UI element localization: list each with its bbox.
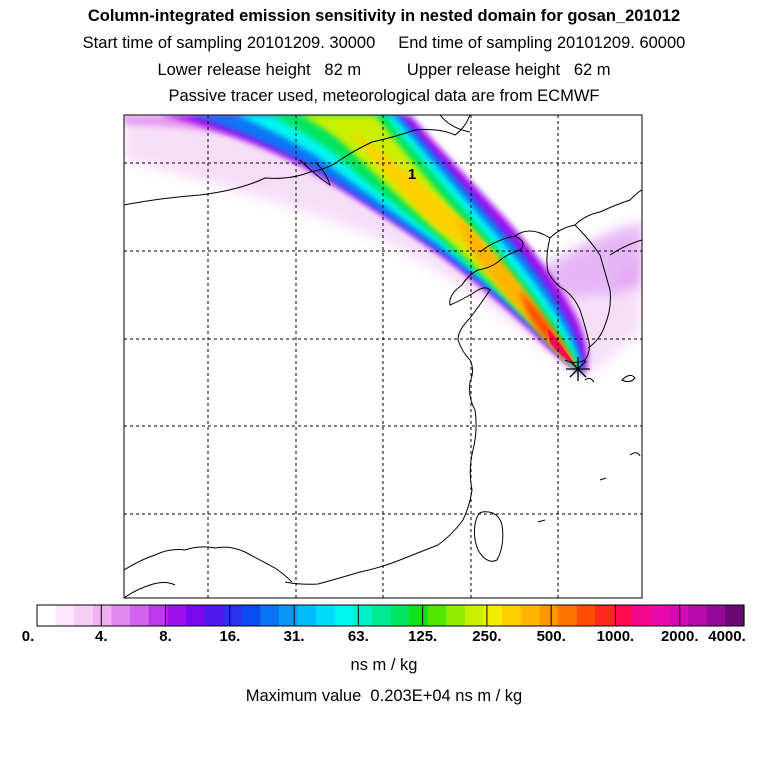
colorbar-tick-label: 250. [472, 628, 502, 645]
colorbar-cell [427, 605, 447, 626]
colorbar-tick-label: 16. [219, 628, 241, 645]
map-frame [123, 114, 643, 599]
colorbar-tick-label: 2000. [660, 628, 699, 645]
colorbar-cell [706, 605, 726, 626]
colorbar-cell [148, 605, 168, 626]
colorbar-cell [185, 605, 206, 626]
colorbar-cell [74, 605, 94, 626]
colorbar-cell [111, 605, 131, 626]
tracer-info-line: Passive tracer used, meteorological data… [168, 87, 600, 105]
colorbar-cell [241, 605, 261, 626]
colorbar-cell [278, 605, 299, 626]
colorbar-cell [576, 605, 596, 626]
colorbar-cell [297, 605, 317, 626]
colorbar-tick-label: 0. [21, 628, 35, 645]
colorbar-frame [36, 604, 745, 627]
colorbar-cell [595, 605, 615, 626]
maximum-value-line: Maximum value 0.203E+04 ns m / kg [245, 687, 523, 705]
colorbar-cell [167, 605, 187, 626]
colorbar-cell [260, 605, 280, 626]
colorbar-cell [557, 605, 578, 626]
colorbar-cell [204, 605, 224, 626]
colorbar-cell [223, 605, 243, 626]
receptor-star-marker-icon [566, 357, 590, 381]
colorbar-tick-label: 31. [283, 628, 305, 645]
colorbar-dividers [100, 605, 681, 626]
colorbar-cell [669, 605, 689, 626]
colorbar-cell [37, 605, 57, 626]
colorbar-cell [483, 605, 503, 626]
colorbar-cell [502, 605, 522, 626]
colorbar-cell [130, 605, 150, 626]
coastlines [124, 115, 642, 598]
colorbar-tick-label: 63. [347, 628, 369, 645]
colorbar-cell [316, 605, 336, 626]
colorbar-tick-label: 500. [536, 628, 566, 645]
colorbar-cell [688, 605, 708, 626]
colorbar [37, 605, 745, 626]
colorbar-cell [390, 605, 410, 626]
colorbar-cell [55, 605, 75, 626]
colorbar-cell [353, 605, 373, 626]
colorbar-unit: ns m / kg [350, 656, 418, 674]
colorbar-tick-label: 1000. [596, 628, 635, 645]
lat-lon-grid [124, 115, 642, 598]
colorbar-tick-label: 8. [159, 628, 172, 645]
colorbar-cell [92, 605, 113, 626]
colorbar-cell [446, 605, 466, 626]
sampling-times-line: Start time of sampling 20101209. 30000 E… [82, 34, 686, 52]
colorbar-cell [520, 605, 540, 626]
colorbar-cell [371, 605, 392, 626]
colorbar-cell [650, 605, 671, 626]
release-heights-line: Lower release height 82 m Upper release … [157, 61, 611, 79]
plot-title: Column-integrated emission sensitivity i… [87, 7, 681, 25]
colorbar-tick-label: 125. [408, 628, 438, 645]
plume-field [124, 115, 642, 378]
colorbar-tick-label: 4. [95, 628, 108, 645]
colorbar-tick-label: 4000. [708, 628, 746, 645]
colorbar-cell [539, 605, 559, 626]
plume-label: 1 [408, 166, 416, 183]
colorbar-cell [613, 605, 633, 626]
colorbar-cell [409, 605, 429, 626]
colorbar-cell [632, 605, 652, 626]
colorbar-cell [725, 605, 745, 626]
colorbar-cell [334, 605, 354, 626]
colorbar-cell [464, 605, 485, 626]
